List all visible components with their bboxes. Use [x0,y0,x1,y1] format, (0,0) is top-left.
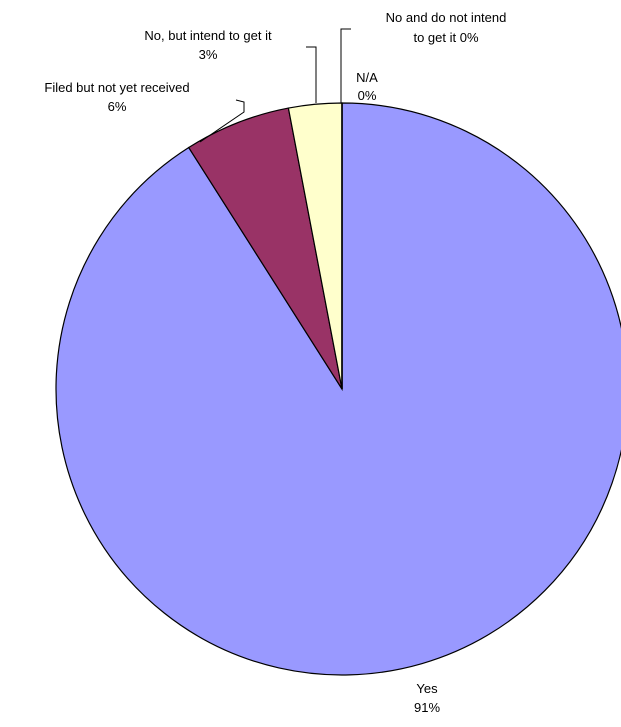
slice-label-filed: Filed but not yet received [44,80,189,95]
slice-label-intend: No, but intend to get it [144,28,272,43]
slice-value-yes: 91% [414,700,440,715]
leader-line-filed [199,99,245,143]
leader-line-no-intend [340,28,351,103]
slice-label-no-intend-line1: No and do not intend [386,10,507,25]
leader-lines [199,28,351,143]
slice-label-na: N/A [356,70,378,85]
slice-value-intend: 3% [199,47,218,62]
leader-line-intend [306,46,317,103]
pie-slice-yes [55,102,621,676]
slice-label-no-intend-line2: to get it 0% [413,30,478,45]
slice-label-yes: Yes [416,681,438,696]
pie-slices [55,102,621,676]
slice-value-filed: 6% [108,99,127,114]
slice-value-na: 0% [358,88,377,103]
